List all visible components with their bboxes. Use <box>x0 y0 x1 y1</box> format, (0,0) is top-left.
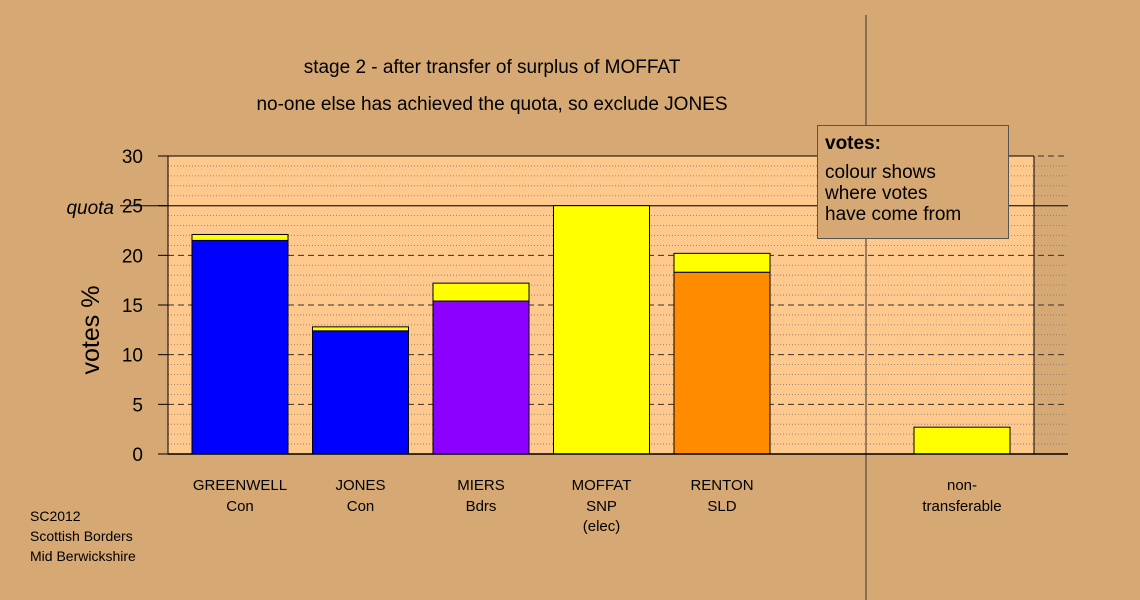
quota-label: quota <box>66 198 114 219</box>
y-tick-label: 0 <box>132 445 143 466</box>
y-axis: 0 5 10 15 20 25 30 <box>122 147 168 466</box>
x-tick-label-name: JONES <box>335 477 385 494</box>
x-tick-label-party: Bdrs <box>466 498 497 515</box>
bar-segment <box>673 252 771 273</box>
x-tick-label-party: Con <box>347 498 375 515</box>
footer-line-3: Mid Berwickshire <box>30 548 136 564</box>
footer-line-1: SC2012 <box>30 508 81 524</box>
x-tick-label-name: RENTON <box>690 477 753 494</box>
bar-segment <box>312 330 409 455</box>
chart-subtitle: no-one else has achieved the quota, so e… <box>256 94 727 115</box>
legend-line-2: where votes <box>825 183 928 204</box>
x-tick-label-party: Con <box>226 498 254 515</box>
bar-segment <box>432 300 530 455</box>
bar-segment <box>432 282 530 302</box>
y-tick-label: 30 <box>122 147 143 168</box>
y-tick-label: 25 <box>122 197 143 218</box>
x-axis-labels: GREENWELL Con JONES Con MIERS Bdrs MOFFAT SNP (e… <box>193 477 1002 535</box>
legend-line-1: colour shows <box>825 162 936 183</box>
footer-note: SC2012 Scottish Borders Mid Berwickshire <box>30 506 136 566</box>
x-tick-label-party: SLD <box>707 498 736 515</box>
x-tick-label-name: MOFFAT <box>572 477 632 494</box>
x-tick-label-name: MIERS <box>457 477 505 494</box>
legend-line-3: have come from <box>825 204 962 225</box>
bar-segment <box>191 239 289 455</box>
legend-title: votes: <box>825 133 881 154</box>
x-tick-label-party: SNP <box>586 498 617 515</box>
x-tick-label-name: GREENWELL <box>193 477 287 494</box>
bar-segment <box>191 233 289 241</box>
legend-box: votes: colour shows where votes have com… <box>817 125 1009 239</box>
y-tick-label: 5 <box>132 395 143 416</box>
bar-segment <box>553 205 650 455</box>
x-tick-label-nontransferable-1: non- <box>947 477 977 494</box>
bar-group <box>191 205 1011 455</box>
y-tick-label: 15 <box>122 296 143 317</box>
y-tick-label: 10 <box>122 346 143 367</box>
y-tick-label: 20 <box>122 246 143 267</box>
bar-segment <box>673 271 771 455</box>
bar-nontransferable <box>913 426 1011 455</box>
footer-line-2: Scottish Borders <box>30 528 133 544</box>
chart-title: stage 2 - after transfer of surplus of M… <box>304 57 681 78</box>
y-axis-label: votes % <box>77 286 105 375</box>
bar-segment <box>312 326 409 332</box>
x-tick-label-note: (elec) <box>583 518 621 535</box>
x-tick-label-nontransferable-2: transferable <box>922 498 1001 515</box>
